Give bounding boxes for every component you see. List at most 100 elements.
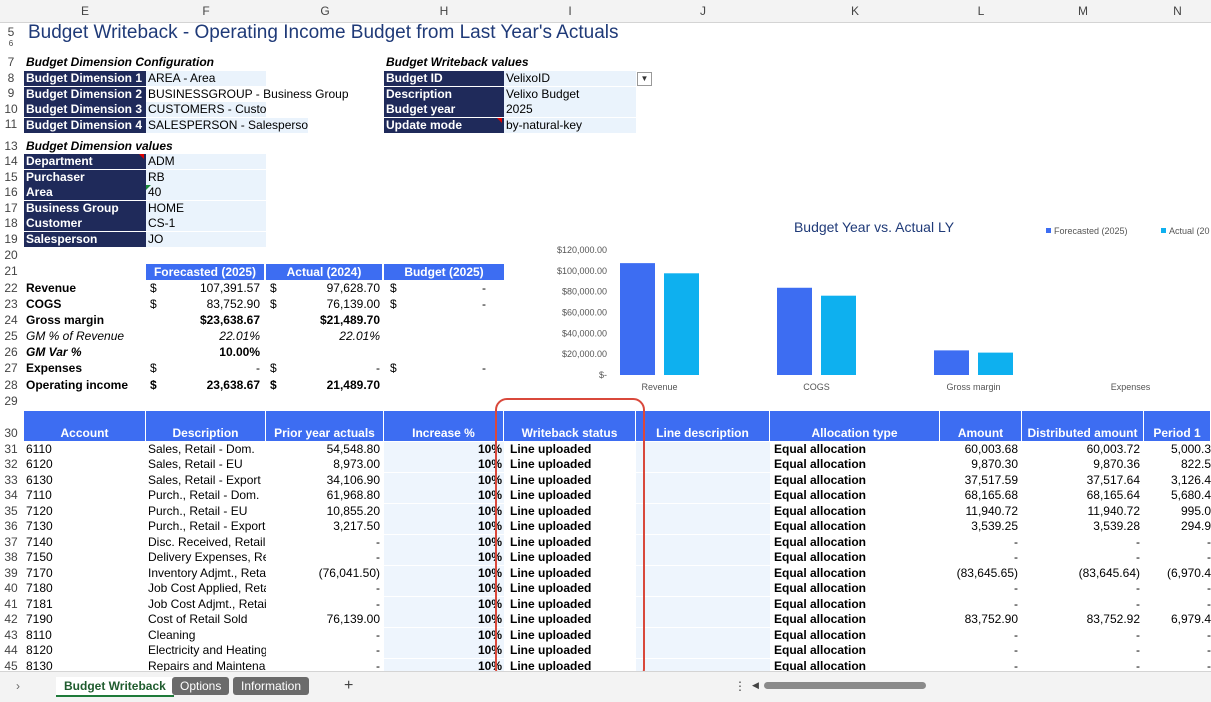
summary-value[interactable]: 22.01% xyxy=(339,329,380,343)
cell-amount[interactable]: - xyxy=(1014,659,1018,673)
currency-symbol[interactable]: $ xyxy=(390,281,397,295)
summary-row-label[interactable]: GM % of Revenue xyxy=(26,329,125,343)
summary-value[interactable]: - xyxy=(482,297,486,311)
row-number[interactable]: 39 xyxy=(4,566,18,580)
dim-values-label[interactable]: Department xyxy=(24,154,146,169)
dim-values-label[interactable]: Salesperson xyxy=(24,232,146,247)
cell-allocation-type[interactable]: Equal allocation xyxy=(774,457,867,471)
summary-value[interactable]: 23,638.67 xyxy=(206,378,260,392)
cell-writeback-status[interactable]: Line uploaded xyxy=(510,581,592,595)
cell-allocation-type[interactable]: Equal allocation xyxy=(774,473,867,487)
writeback-value[interactable]: 2025 xyxy=(504,102,636,117)
cell-prior-year-actuals[interactable]: 10,855.20 xyxy=(326,504,380,518)
writeback-value[interactable]: Velixo Budget xyxy=(504,87,636,102)
dim-config-value[interactable]: SALESPERSON - Salesperson xyxy=(146,118,308,133)
cell-allocation-type[interactable]: Equal allocation xyxy=(774,550,867,564)
summary-header[interactable]: Budget (2025) xyxy=(384,264,504,280)
row-number[interactable]: 32 xyxy=(4,457,18,471)
cell-distributed-amount[interactable]: 37,517.64 xyxy=(1086,473,1140,487)
row-number[interactable]: 36 xyxy=(4,519,18,533)
currency-symbol[interactable]: $ xyxy=(150,281,157,295)
cell-prior-year-actuals[interactable]: (76,041.50) xyxy=(318,566,380,580)
row-number[interactable]: 6 xyxy=(8,39,14,48)
writeback-values-heading[interactable]: Budget Writeback values xyxy=(386,55,529,69)
cell-increase-pct[interactable]: 10% xyxy=(477,612,502,626)
row-number[interactable]: 14 xyxy=(4,154,18,168)
currency-symbol[interactable]: $ xyxy=(270,297,277,311)
row-number[interactable]: 34 xyxy=(4,488,18,502)
cell-allocation-type[interactable]: Equal allocation xyxy=(774,597,867,611)
cell-period-1[interactable]: - xyxy=(1207,628,1211,642)
cell-account[interactable]: 7140 xyxy=(26,535,53,549)
tab-budget-writeback[interactable]: Budget Writeback xyxy=(56,677,174,697)
dim-config-value[interactable]: BUSINESSGROUP - Business Group xyxy=(148,87,348,101)
cell-prior-year-actuals[interactable]: 3,217.50 xyxy=(333,519,380,533)
cell-allocation-type[interactable]: Equal allocation xyxy=(774,628,867,642)
summary-header[interactable]: Forecasted (2025) xyxy=(146,264,264,280)
cell-account[interactable]: 7130 xyxy=(26,519,53,533)
currency-symbol[interactable]: $ xyxy=(270,378,277,392)
writeback-label[interactable]: Budget ID xyxy=(384,71,504,86)
summary-value[interactable]: 22.01% xyxy=(219,329,260,343)
cell-period-1[interactable]: (6,970.4 xyxy=(1166,566,1211,580)
cell-allocation-type[interactable]: Equal allocation xyxy=(774,581,867,595)
cell-amount[interactable]: 60,003.68 xyxy=(964,442,1018,456)
scroll-left-icon[interactable]: ◀ xyxy=(752,680,759,690)
summary-value[interactable]: $23,638.67 xyxy=(199,313,260,327)
column-header-l[interactable]: L xyxy=(977,4,985,18)
cell-period-1[interactable]: 3,126.4 xyxy=(1170,473,1211,487)
summary-value[interactable]: 83,752.90 xyxy=(206,297,260,311)
cell-allocation-type[interactable]: Equal allocation xyxy=(774,535,867,549)
add-sheet-button[interactable]: + xyxy=(344,677,354,694)
row-number[interactable]: 30 xyxy=(4,426,18,440)
cell-period-1[interactable]: - xyxy=(1207,597,1211,611)
cell-period-1[interactable]: - xyxy=(1207,659,1211,673)
row-number[interactable]: 35 xyxy=(4,504,18,518)
scrollbar-thumb[interactable] xyxy=(764,682,926,689)
cell-account[interactable]: 7170 xyxy=(26,566,53,580)
cell-writeback-status[interactable]: Line uploaded xyxy=(510,643,592,657)
cell-account[interactable]: 8110 xyxy=(26,628,52,642)
row-number[interactable]: 25 xyxy=(4,329,18,343)
cell-amount[interactable]: - xyxy=(1014,597,1018,611)
cell-period-1[interactable]: 5,680.4 xyxy=(1170,488,1211,502)
summary-value[interactable]: 107,391.57 xyxy=(199,281,260,295)
currency-symbol[interactable]: $ xyxy=(150,361,157,375)
cell-increase-pct[interactable]: 10% xyxy=(477,442,502,456)
cell-distributed-amount[interactable]: - xyxy=(1136,535,1140,549)
row-number[interactable]: 42 xyxy=(4,612,18,626)
cell-period-1[interactable]: - xyxy=(1207,581,1211,595)
row-number[interactable]: 8 xyxy=(7,71,15,85)
dim-config-label[interactable]: Budget Dimension 1 xyxy=(24,71,146,86)
cell-writeback-status[interactable]: Line uploaded xyxy=(510,628,592,642)
row-number[interactable]: 18 xyxy=(4,216,18,230)
cell-distributed-amount[interactable]: 9,870.36 xyxy=(1093,457,1140,471)
currency-symbol[interactable]: $ xyxy=(390,297,397,311)
cell-description[interactable]: Inventory Adjmt., Reta xyxy=(148,566,266,580)
cell-period-1[interactable]: - xyxy=(1207,535,1211,549)
summary-value[interactable]: 76,139.00 xyxy=(326,297,380,311)
header-prior-year-actuals[interactable]: Prior year actuals xyxy=(266,411,384,441)
cell-amount[interactable]: - xyxy=(1014,535,1018,549)
cell-increase-pct[interactable]: 10% xyxy=(477,504,502,518)
cell-prior-year-actuals[interactable]: - xyxy=(376,659,380,673)
dim-values-value[interactable]: ADM xyxy=(146,154,266,169)
header-amount[interactable]: Amount xyxy=(940,411,1022,441)
row-number[interactable]: 41 xyxy=(4,597,18,611)
cell-account[interactable]: 8120 xyxy=(26,643,53,657)
cell-prior-year-actuals[interactable]: - xyxy=(376,581,380,595)
cell-description[interactable]: Cost of Retail Sold xyxy=(148,612,248,626)
row-number[interactable]: 26 xyxy=(4,345,18,359)
cell-account[interactable]: 8130 xyxy=(26,659,53,673)
cell-distributed-amount[interactable]: 83,752.92 xyxy=(1086,612,1140,626)
cell-amount[interactable]: 9,870.30 xyxy=(971,457,1018,471)
cell-distributed-amount[interactable]: - xyxy=(1136,628,1140,642)
cell-amount[interactable]: 68,165.68 xyxy=(964,488,1018,502)
column-header-n[interactable]: N xyxy=(1173,4,1182,18)
cell-prior-year-actuals[interactable]: - xyxy=(376,535,380,549)
dim-values-label[interactable]: Purchaser xyxy=(24,170,146,185)
column-header-g[interactable]: G xyxy=(320,4,330,18)
cell-increase-pct[interactable]: 10% xyxy=(477,550,502,564)
row-number[interactable]: 43 xyxy=(4,628,18,642)
cell-distributed-amount[interactable]: 3,539.28 xyxy=(1093,519,1140,533)
